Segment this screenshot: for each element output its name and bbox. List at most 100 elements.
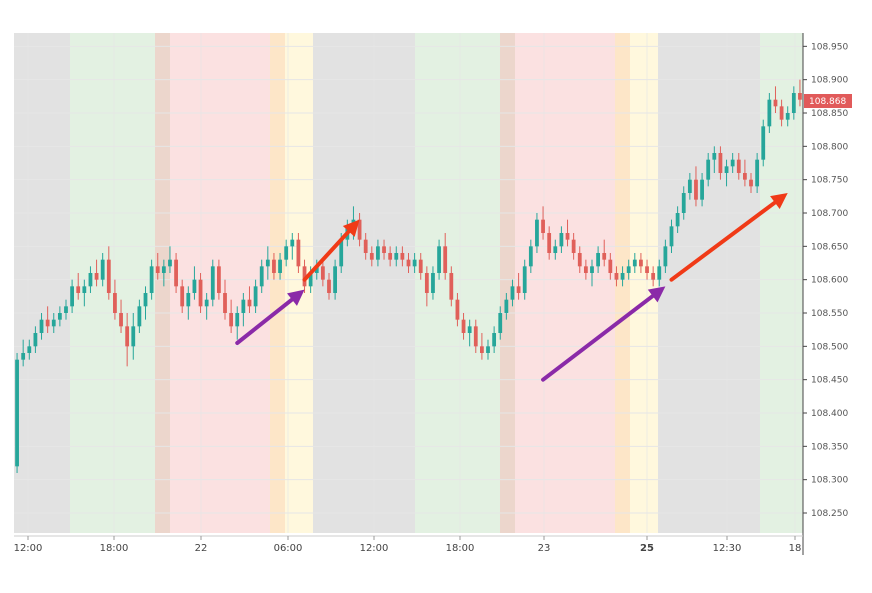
candle-body: [70, 286, 75, 307]
candle: [376, 239, 380, 267]
candle-body: [259, 266, 264, 287]
annotation-arrows: [235, 193, 788, 382]
candle: [473, 319, 478, 353]
candle: [779, 99, 784, 127]
candle: [535, 213, 539, 253]
candle: [602, 239, 607, 267]
candle: [504, 293, 509, 320]
candle: [149, 259, 154, 300]
candle: [168, 246, 172, 273]
candle-body: [161, 266, 166, 273]
candle: [363, 233, 368, 260]
candle: [296, 233, 301, 273]
candle: [320, 259, 325, 287]
candle: [369, 246, 374, 267]
candle-body: [736, 159, 741, 173]
candle-body: [565, 233, 570, 240]
candle-body: [620, 273, 625, 280]
candle-body: [45, 319, 50, 327]
candle: [663, 239, 668, 273]
candle-body: [15, 359, 19, 467]
candle: [669, 219, 674, 253]
candle: [21, 339, 26, 367]
candle: [675, 206, 680, 233]
x-tick-label: 18:00: [446, 543, 475, 554]
candle-body: [755, 159, 760, 187]
candle-body: [675, 213, 680, 227]
candle: [394, 246, 399, 267]
y-tick-label: 108.700: [811, 209, 848, 219]
candle: [571, 233, 576, 260]
candle: [730, 153, 735, 173]
candle-body: [504, 299, 509, 313]
candle: [467, 319, 472, 347]
candle: [235, 306, 240, 340]
candle: [645, 259, 649, 280]
candle: [284, 239, 289, 267]
candle-body: [614, 273, 619, 280]
last-price-label: 108.868: [809, 97, 846, 107]
candle-body: [296, 239, 301, 267]
candle: [596, 246, 601, 273]
candle-body: [669, 226, 674, 247]
candle-body: [119, 313, 123, 327]
candle: [583, 259, 588, 280]
arrow-head: [287, 289, 305, 306]
candle: [479, 333, 484, 360]
candle-body: [724, 166, 729, 173]
candle-body: [363, 239, 368, 253]
y-tick-label: 108.900: [811, 76, 848, 86]
candle-body: [510, 286, 515, 300]
candle-body: [528, 246, 533, 267]
candle-body: [149, 266, 154, 293]
candle-body: [57, 313, 62, 320]
candle-body: [645, 266, 649, 273]
candle-body: [431, 273, 435, 293]
candle: [119, 299, 123, 333]
candle: [798, 79, 802, 107]
candle-body: [639, 259, 643, 267]
candle-body: [76, 286, 81, 293]
candle-body: [486, 346, 490, 353]
session-band: [658, 33, 760, 533]
candle-body: [100, 259, 105, 280]
candle: [33, 326, 38, 353]
candle-body: [437, 246, 441, 273]
candle-body: [388, 253, 393, 260]
y-tick-label: 108.450: [811, 376, 848, 386]
candle: [57, 306, 62, 327]
candle: [626, 259, 631, 280]
candle-body: [382, 246, 386, 253]
candle: [333, 259, 338, 300]
candle: [681, 186, 686, 220]
candle-body: [155, 266, 160, 273]
candle: [791, 86, 796, 120]
candle: [327, 273, 331, 300]
candle: [694, 166, 698, 207]
candle-body: [455, 299, 460, 320]
candle-body: [694, 179, 698, 200]
session-band: [515, 33, 615, 533]
candle-body: [308, 273, 313, 287]
y-tick-label: 108.300: [811, 476, 848, 486]
candle: [400, 246, 405, 267]
annotation-arrow: [302, 219, 360, 282]
candle: [241, 293, 246, 327]
candle: [406, 253, 411, 273]
candle: [651, 266, 656, 287]
candle-body: [761, 126, 766, 160]
candle: [155, 253, 160, 280]
candle: [131, 313, 136, 360]
candle-body: [461, 319, 466, 333]
candle-body: [333, 266, 338, 293]
candle-body: [39, 319, 44, 333]
candle-body: [204, 299, 209, 307]
y-tick-label: 108.850: [811, 109, 848, 119]
candle: [559, 226, 564, 253]
candle: [113, 279, 117, 320]
candle: [706, 153, 711, 187]
candle: [620, 266, 625, 287]
candle-body: [125, 326, 130, 347]
